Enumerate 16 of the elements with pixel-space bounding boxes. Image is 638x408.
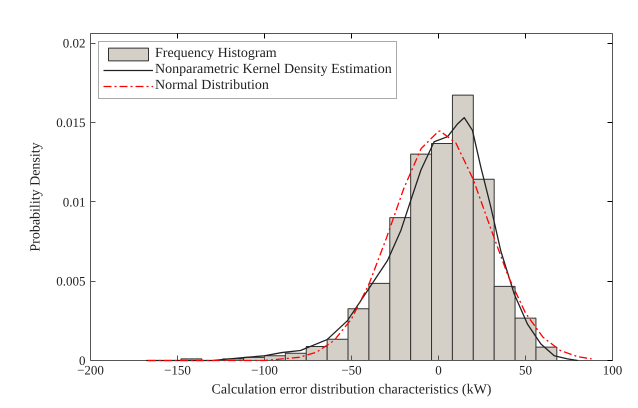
x-tick-label: 50 [519,362,532,378]
y-tick-label: 0.015 [56,114,86,130]
y-tick-label: 0.005 [56,274,86,289]
legend-label: Normal Distribution [155,78,269,94]
y-tick-label: 0 [79,353,86,368]
legend-label: Frequency Histogram [155,46,277,62]
legend-label: Nonparametric Kernel Density Estimation [155,62,392,78]
x-tick-label: −100 [251,362,278,378]
x-tick-label: 100 [602,362,622,378]
x-axis-title: Calculation error distribution characteristics (kW) [212,382,492,398]
y-axis-title: Probability Density [28,142,44,252]
y-tick-label: 0.01 [62,194,86,210]
x-tick-label: −150 [164,362,191,378]
x-tick-label: −50 [341,362,362,378]
y-tick-label: 0.02 [62,36,86,51]
x-tick-label: 0 [435,362,442,378]
